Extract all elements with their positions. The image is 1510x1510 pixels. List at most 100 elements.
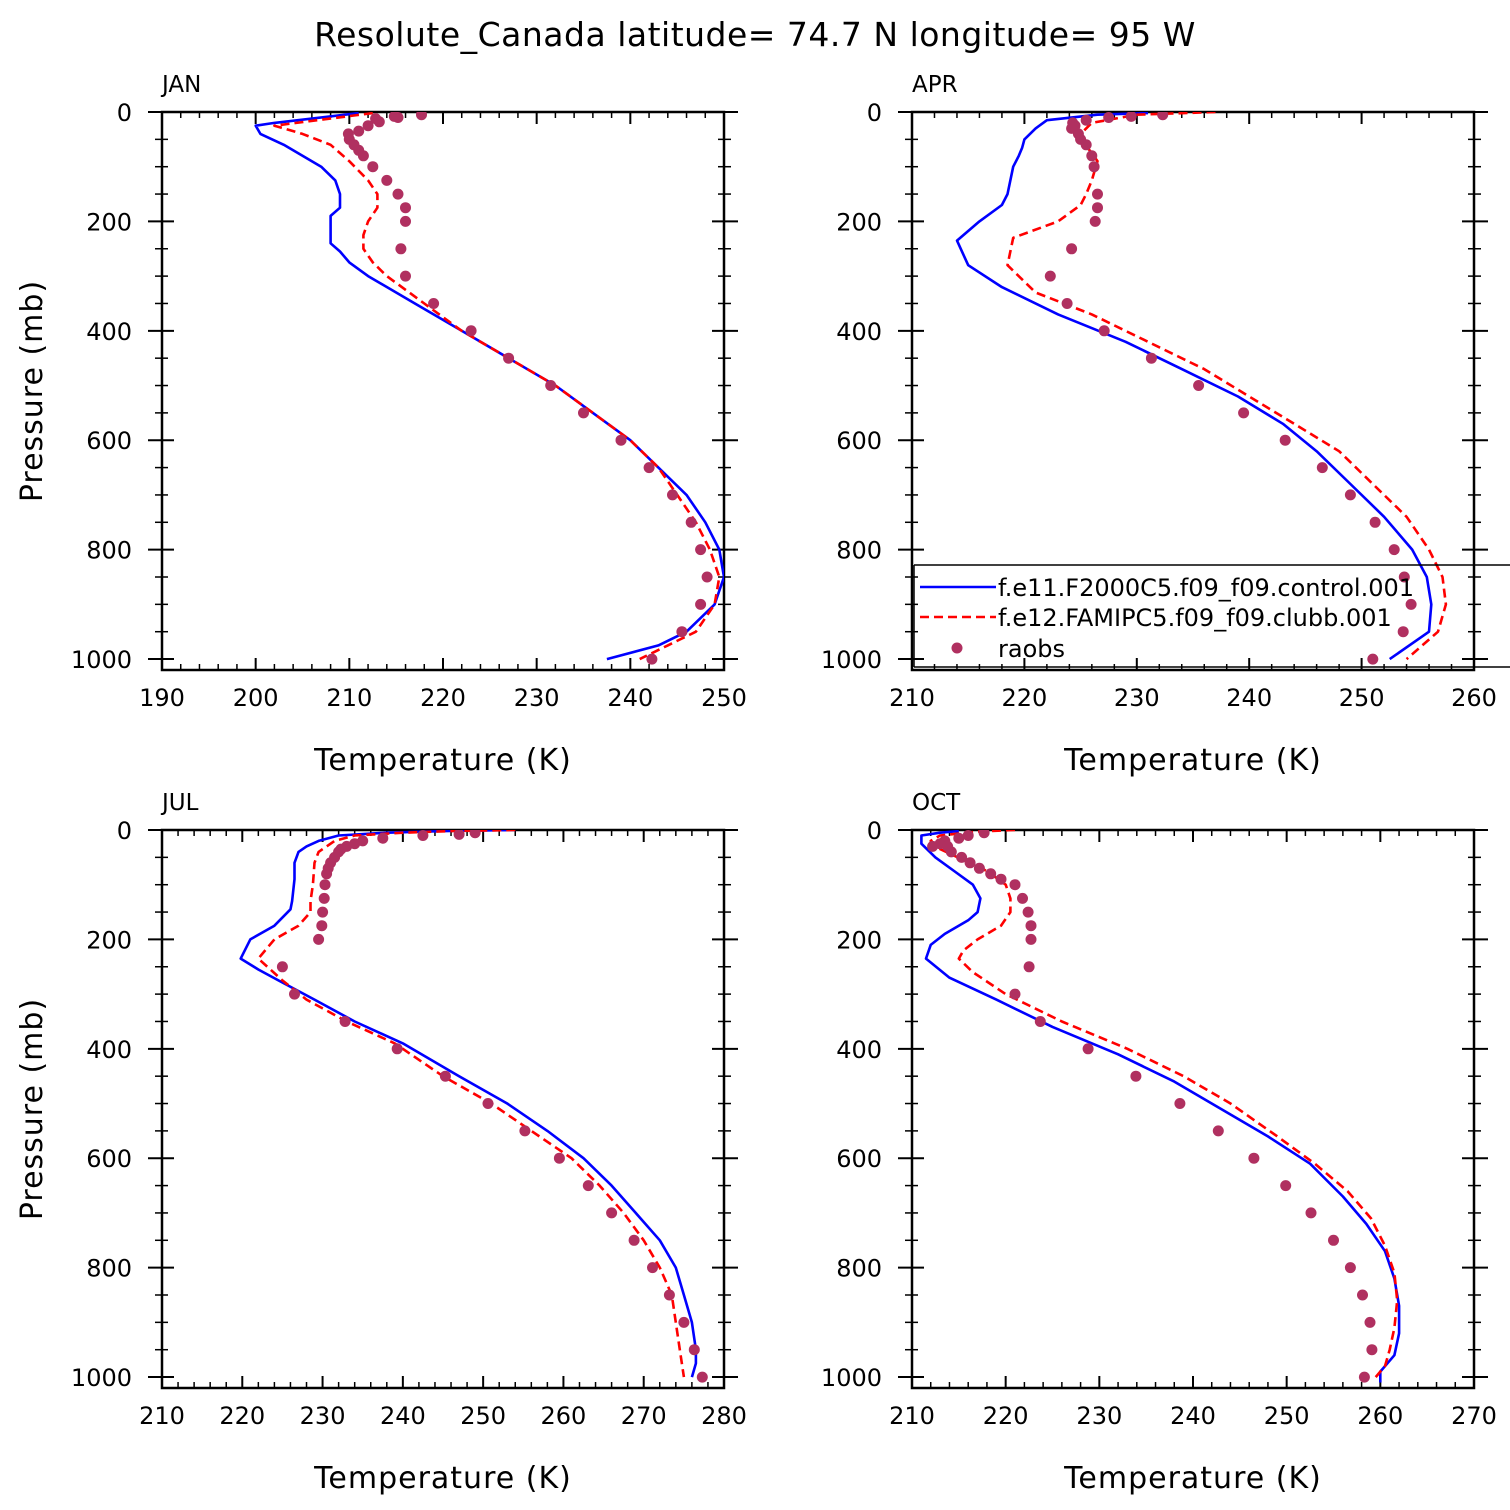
raobs-point <box>995 873 1007 885</box>
legend: f.e11.F2000C5.f09_f09.control.001f.e12.F… <box>913 564 1510 668</box>
raobs-point <box>519 1125 531 1137</box>
y-tick-label: 800 <box>836 1255 882 1283</box>
x-tick-label: 280 <box>701 1402 747 1430</box>
raobs-point <box>1174 1098 1186 1109</box>
raobs-point <box>1328 1234 1339 1246</box>
raobs-point <box>667 489 678 501</box>
y-tick-label: 1000 <box>71 646 132 674</box>
raobs-point <box>945 846 957 858</box>
legend-marker <box>951 642 963 654</box>
raobs-point <box>388 112 400 122</box>
x-axis-label: Temperature (K) <box>1063 743 1322 778</box>
raobs-point <box>956 851 968 863</box>
raobs-point <box>678 1316 690 1328</box>
series-layer <box>254 112 724 665</box>
raobs-point <box>1125 112 1137 122</box>
raobs-point <box>400 270 411 282</box>
figure-title: Resolute_Canada latitude= 74.7 N longitu… <box>314 15 1196 54</box>
raobs-point <box>1044 270 1056 282</box>
x-tick-label: 220 <box>219 1402 265 1430</box>
raobs-point <box>663 1289 675 1301</box>
raobs-point <box>276 961 288 973</box>
raobs-point <box>289 988 300 1000</box>
raobs-point <box>985 868 997 880</box>
y-tick-label: 600 <box>836 427 882 455</box>
raobs-point <box>1017 892 1028 904</box>
x-tick-label: 240 <box>1170 1402 1216 1430</box>
raobs-point <box>439 1070 451 1082</box>
raobs-point <box>370 113 382 125</box>
raobs-point <box>1034 1016 1046 1027</box>
y-tick-label: 400 <box>86 318 132 346</box>
x-tick-label: 210 <box>889 1402 935 1430</box>
x-tick-label: 240 <box>380 1402 426 1430</box>
raobs-point <box>1316 462 1328 474</box>
y-axis-label: Pressure (mb) <box>15 280 50 502</box>
raobs-point <box>1405 598 1417 610</box>
x-tick-label: 210 <box>326 684 372 712</box>
raobs-point <box>701 571 713 583</box>
x-tick-label: 260 <box>1451 684 1497 712</box>
y-tick-label: 400 <box>836 318 882 346</box>
raobs-point <box>1358 1371 1370 1383</box>
y-tick-label: 600 <box>86 427 132 455</box>
raobs-point <box>695 544 707 556</box>
x-tick-label: 220 <box>420 684 466 712</box>
raobs-point <box>1025 920 1037 932</box>
x-tick-label: 230 <box>1114 684 1160 712</box>
legend-label: raobs <box>998 635 1065 663</box>
x-axis-label: Temperature (K) <box>1063 1461 1322 1496</box>
y-tick-label: 0 <box>867 817 882 845</box>
panel-jul: JUL 210 220 230 240 250 260 270 280 0 200 400 600 800… <box>15 790 747 1496</box>
raobs-point <box>1305 1207 1317 1219</box>
raobs-point <box>685 516 697 528</box>
raobs-point <box>628 1234 640 1246</box>
raobs-point <box>1066 243 1078 255</box>
raobs-point <box>964 857 976 869</box>
raobs-point <box>482 1098 494 1109</box>
raobs-point <box>643 462 655 474</box>
raobs-point <box>695 598 707 610</box>
x-tick-label: 230 <box>514 684 560 712</box>
raobs-point <box>1022 906 1034 918</box>
y-tick-label: 200 <box>836 926 882 954</box>
raobs-point <box>377 832 389 844</box>
y-tick-label: 200 <box>836 208 882 236</box>
raobs-point <box>319 879 331 891</box>
raobs-point <box>647 1262 658 1274</box>
x-axis-label: Temperature (K) <box>313 1461 572 1496</box>
raobs-point <box>553 1152 565 1164</box>
x-tick-label: 200 <box>233 684 279 712</box>
raobs-point <box>1080 139 1092 151</box>
series-layer <box>239 830 708 1383</box>
raobs-point <box>1061 298 1073 309</box>
y-tick-label: 400 <box>86 1036 132 1064</box>
series-layer <box>955 112 1448 665</box>
series-line-control <box>920 830 1401 1383</box>
raobs-point <box>1366 1344 1378 1356</box>
raobs-point <box>1397 626 1409 638</box>
x-tick-label: 250 <box>1339 684 1385 712</box>
raobs-point <box>973 862 985 874</box>
y-tick-label: 0 <box>867 99 882 127</box>
raobs-point <box>545 380 557 391</box>
raobs-point <box>465 325 477 337</box>
x-tick-label: 270 <box>1451 1402 1497 1430</box>
raobs-point <box>453 830 465 840</box>
series-layer <box>920 830 1401 1383</box>
x-tick-label: 220 <box>983 1402 1029 1430</box>
raobs-point <box>1364 1316 1376 1328</box>
raobs-point <box>646 653 658 665</box>
raobs-point <box>1367 653 1379 665</box>
y-tick-label: 1000 <box>71 1364 132 1392</box>
raobs-point <box>1092 188 1103 200</box>
x-tick-label: 250 <box>701 684 747 712</box>
x-axis-label: Temperature (K) <box>313 743 572 778</box>
x-tick-label: 270 <box>621 1402 667 1430</box>
legend-label: f.e11.F2000C5.f09_f09.control.001 <box>998 574 1414 602</box>
legend-item: f.e12.FAMIPC5.f09_f09.clubb.001 <box>920 604 1392 632</box>
panel-title: APR <box>912 72 958 98</box>
raobs-point <box>318 892 330 904</box>
x-tick-label: 250 <box>460 1402 506 1430</box>
y-tick-label: 0 <box>117 99 132 127</box>
